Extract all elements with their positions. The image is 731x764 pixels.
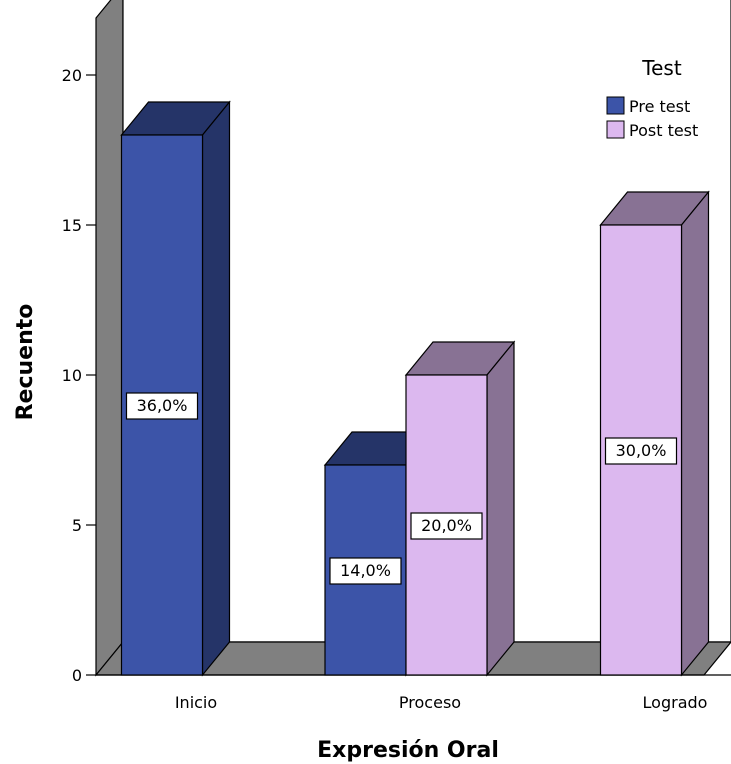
x-axis: Inicio Proceso Logrado bbox=[175, 693, 708, 712]
bar-side bbox=[680, 190, 710, 677]
y-tick-label: 5 bbox=[72, 516, 82, 535]
x-tick-label: Logrado bbox=[643, 693, 708, 712]
bar-side bbox=[201, 100, 231, 677]
bar-side bbox=[486, 340, 515, 677]
legend-swatch bbox=[606, 96, 625, 115]
y-tick-label: 15 bbox=[62, 216, 82, 235]
legend-entry: Post test bbox=[629, 121, 698, 140]
legend-swatch bbox=[606, 120, 625, 139]
legend-entry: Pre test bbox=[629, 97, 690, 116]
data-label-box bbox=[329, 557, 402, 585]
bar-inicio-pre-test: 36,0% bbox=[120, 100, 231, 677]
x-tick-label: Inicio bbox=[175, 693, 217, 712]
y-tick-label: 20 bbox=[62, 66, 82, 85]
bar-proceso-post-test: 20,0% bbox=[404, 340, 516, 677]
legend-title: Test bbox=[641, 56, 682, 80]
y-tick-label: 0 bbox=[72, 666, 82, 685]
data-label: 20,0% bbox=[421, 516, 472, 535]
x-axis-title: Expresión Oral bbox=[317, 738, 499, 763]
data-label-box bbox=[604, 437, 678, 465]
bar-logrado-post-test: 30,0% bbox=[599, 190, 710, 677]
data-label: 30,0% bbox=[616, 441, 667, 460]
left-wall bbox=[95, 0, 124, 677]
x-tick-label: Proceso bbox=[399, 693, 461, 712]
data-label: 36,0% bbox=[137, 396, 188, 415]
y-axis-title: Recuento bbox=[13, 304, 38, 421]
y-axis: 0 5 10 15 20 bbox=[62, 66, 96, 685]
legend: Test Pre test Post test bbox=[606, 56, 698, 140]
data-label: 14,0% bbox=[340, 561, 391, 580]
data-label-box bbox=[125, 392, 199, 420]
y-tick-label: 10 bbox=[62, 366, 82, 385]
data-label-box bbox=[410, 512, 483, 540]
bars-group: 36,0% 14,0% 20,0% 30,0% bbox=[120, 100, 710, 677]
